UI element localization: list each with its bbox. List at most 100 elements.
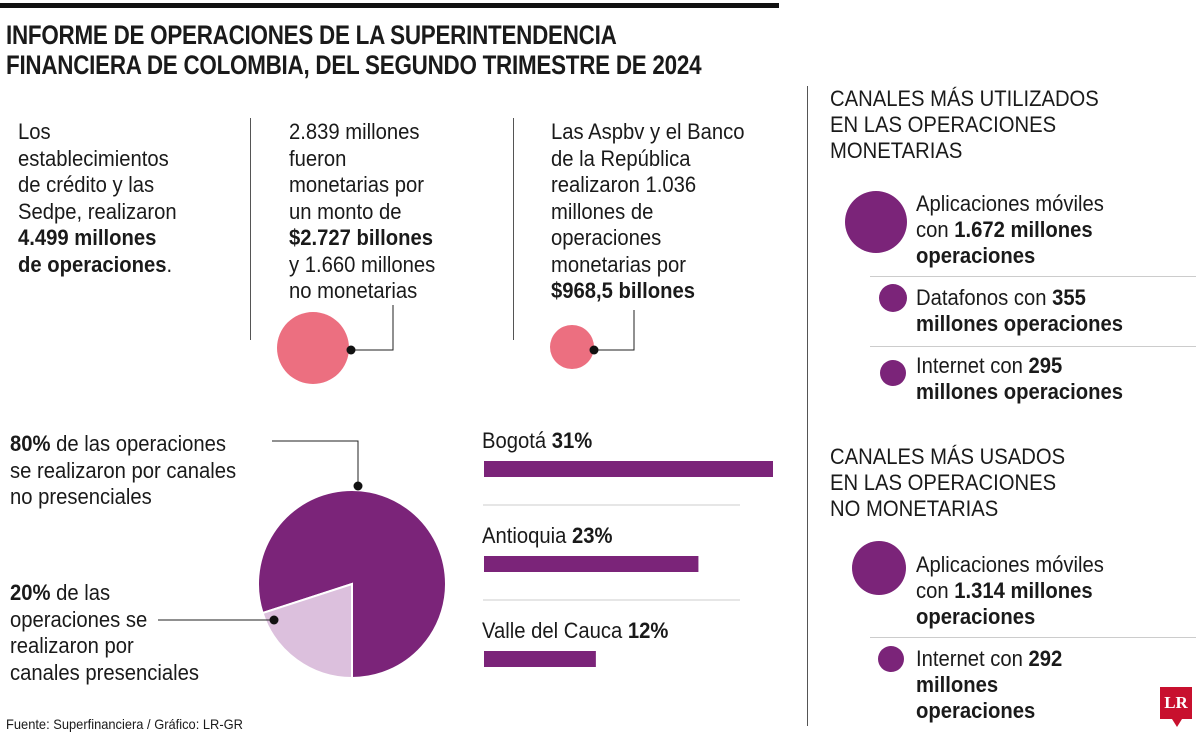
highlight-text: millones operaciones xyxy=(916,379,1123,404)
leader-line xyxy=(594,310,635,351)
text: Internet con xyxy=(916,353,1029,378)
text: Sedpe, realizaron xyxy=(18,198,177,224)
bar-antioquia xyxy=(484,556,699,572)
bar-label: Antioquia 23% xyxy=(482,523,613,550)
text-line: Sedpe, realizaron xyxy=(18,199,177,226)
text-line: $968,5 billones xyxy=(551,278,745,305)
aspbv-bubble xyxy=(550,325,594,369)
text-line: con 1.314 millones xyxy=(916,578,1104,604)
bar-label: Valle del Cauca 12% xyxy=(482,618,668,645)
text-line: operaciones xyxy=(551,225,745,252)
text: Las Aspbv y el Banco xyxy=(551,119,745,144)
channel-bubble xyxy=(852,541,906,595)
highlight-text: de operaciones xyxy=(18,251,167,277)
leader-dot xyxy=(269,615,279,625)
text-line: Datafonos con 355 xyxy=(916,285,1123,311)
text-line: operaciones se xyxy=(10,606,148,632)
text: operaciones xyxy=(551,225,662,250)
pie-percent: 80% xyxy=(10,431,51,456)
text-line: operaciones xyxy=(916,698,1062,724)
channel-text: Internet con 292 millones operaciones xyxy=(916,646,1062,724)
divider xyxy=(250,118,251,340)
stat-total-operations: Los establecimientos de crédito y las Sedpe… xyxy=(18,119,177,278)
highlight-text: operaciones xyxy=(916,604,1036,629)
text: Datafonos con xyxy=(916,285,1053,310)
text-line: operaciones xyxy=(916,604,1104,630)
text: 2.839 millones xyxy=(289,119,420,144)
text-line: 20% de las xyxy=(10,580,199,607)
source-footer: Fuente: Superfinanciera / Gráfico: LR-GR xyxy=(6,716,243,732)
pie-slice-1 xyxy=(261,582,353,680)
section-header: CANALES MÁS USADOS EN LAS OPERACIONES NO M… xyxy=(830,444,1065,522)
channel-bubble xyxy=(879,284,907,312)
text-line: operaciones xyxy=(916,243,1104,269)
text-line: 4.499 millones xyxy=(18,225,177,252)
text-line: de crédito y las xyxy=(18,172,177,199)
highlight-text: millones xyxy=(916,672,999,697)
text: un monto de xyxy=(289,198,402,224)
highlight-text: 1.314 millones xyxy=(954,578,1093,603)
channel-text: Aplicaciones móviles con 1.672 millones op… xyxy=(916,191,1104,269)
separator xyxy=(870,637,1196,638)
leader-line xyxy=(272,440,359,486)
pie-label-no-presenciales: 80% de las operaciones se realizaron por … xyxy=(10,431,236,511)
text: . xyxy=(166,251,173,277)
header-line: CANALES MÁS UTILIZADOS xyxy=(830,86,1099,111)
leader-dot xyxy=(353,481,363,491)
text: de las operaciones xyxy=(50,431,227,456)
pie-percent: 20% xyxy=(10,580,51,605)
text-line: $2.727 billones xyxy=(289,225,435,252)
top-rule xyxy=(0,3,779,8)
separator xyxy=(870,276,1196,277)
text-line: canales presenciales xyxy=(10,659,200,685)
text: no monetarias xyxy=(289,278,418,303)
text: de las xyxy=(50,580,111,605)
text: fueron xyxy=(289,145,347,171)
text: de la República xyxy=(551,145,691,171)
text-line: Aplicaciones móviles xyxy=(916,552,1104,578)
bar-value: 23% xyxy=(572,523,613,548)
bar-category: Antioquia xyxy=(482,523,567,548)
text-line: millones xyxy=(916,672,1062,698)
text-line: Internet con 295 xyxy=(916,353,1123,379)
divider xyxy=(513,118,514,340)
page-title-line-1: INFORME DE OPERACIONES DE LA SUPERINTEND… xyxy=(6,20,617,50)
text-line: Internet con 292 xyxy=(916,646,1062,672)
highlight-text: 1.672 millones xyxy=(954,217,1093,242)
highlight-text: 4.499 millones xyxy=(18,225,157,250)
text: y 1.660 millones xyxy=(289,251,436,277)
bar-bogotá xyxy=(484,461,773,477)
text: con xyxy=(916,578,955,603)
text: Los xyxy=(18,119,51,144)
channel-bubble xyxy=(880,360,906,386)
text: Internet con xyxy=(916,646,1029,671)
header-line: EN LAS OPERACIONES xyxy=(830,470,1057,495)
leader-dot xyxy=(346,345,356,355)
separator xyxy=(870,346,1196,347)
text: monetarias por xyxy=(289,172,425,197)
highlight-text: operaciones xyxy=(916,698,1036,723)
monetary-bubble xyxy=(277,312,349,384)
bar-category: Bogotá xyxy=(482,428,547,453)
stat-aspbv-operations: Las Aspbv y el Banco de la República reali… xyxy=(551,119,745,305)
highlight-text: operaciones xyxy=(916,243,1036,268)
channel-bubble xyxy=(878,646,904,672)
text-line: y 1.660 millones xyxy=(289,252,435,279)
text-line: un monto de xyxy=(289,199,435,226)
text-line: de la República xyxy=(551,146,745,173)
text: de crédito y las xyxy=(18,172,155,197)
header-line: MONETARIAS xyxy=(830,138,963,163)
text-line: fueron xyxy=(289,146,435,173)
text: establecimientos xyxy=(18,145,169,171)
highlight-text: 295 xyxy=(1028,353,1063,378)
text-line: monetarias por xyxy=(289,172,435,199)
bar-value: 12% xyxy=(627,618,669,643)
channel-text: Datafonos con 355 millones operaciones xyxy=(916,285,1123,337)
leader-line xyxy=(351,305,394,351)
leader-dot xyxy=(589,345,599,355)
text-line: Los xyxy=(18,119,177,146)
highlight-text: 355 xyxy=(1052,285,1086,310)
text-line: realizaron por xyxy=(10,633,134,658)
text: Aplicaciones móviles xyxy=(916,552,1104,577)
text: monetarias por xyxy=(551,251,687,277)
